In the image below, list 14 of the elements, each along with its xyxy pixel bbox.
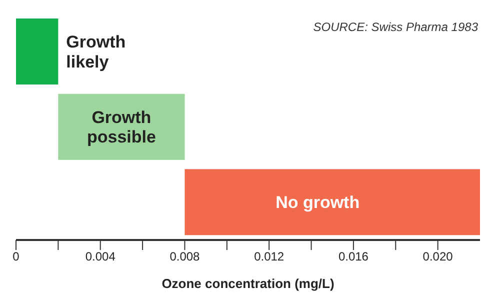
x-tick-label: 0 xyxy=(12,250,20,264)
y-tick-label: Growth likely xyxy=(66,32,126,71)
x-tick-label: 0.012 xyxy=(254,250,284,264)
y-tick-label: No growth xyxy=(276,192,360,212)
x-tick-label: 0.004 xyxy=(85,250,116,264)
x-tick-label: 0.008 xyxy=(170,250,200,264)
x-tick-label: 0.020 xyxy=(422,250,454,264)
y-tick-label: Growth possible xyxy=(86,108,156,146)
bar xyxy=(184,169,480,236)
bar xyxy=(16,18,58,85)
x-axis-title: Ozone concentration (mg/L) xyxy=(162,276,334,291)
x-tick-label: 0.016 xyxy=(338,250,369,264)
bar xyxy=(58,94,185,160)
annotation: SOURCE: Swiss Pharma 1983 xyxy=(313,20,478,34)
